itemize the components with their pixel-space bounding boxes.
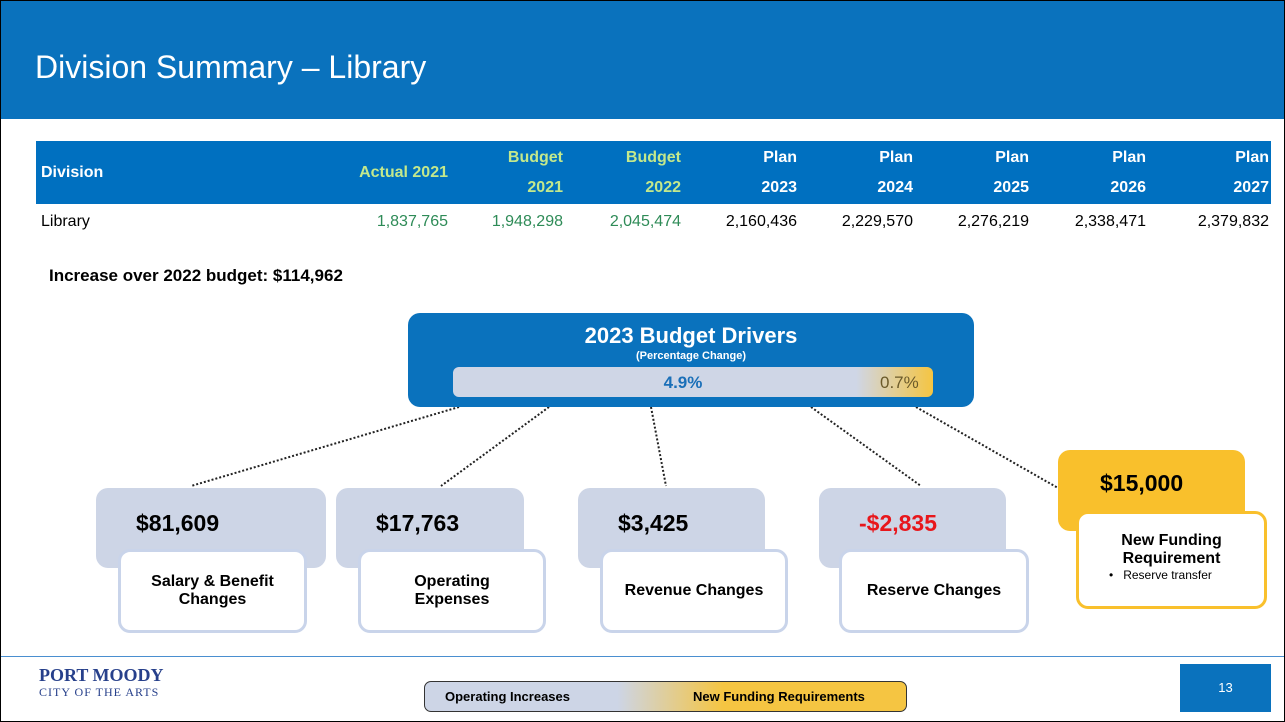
card-label: Salary & Benefit Changes	[151, 573, 274, 608]
card-amount: $17,763	[376, 510, 460, 536]
card-amount: $81,609	[136, 510, 220, 536]
card-label-box: Salary & Benefit Changes	[118, 549, 307, 633]
cell: 2,160,436	[725, 213, 797, 230]
cell: 2,276,219	[957, 213, 1029, 230]
drivers-box: 2023 Budget Drivers (Percentage Change) …	[408, 313, 974, 407]
page-number: 13	[1180, 664, 1271, 712]
column-header: Plan 2025	[993, 149, 1029, 196]
card-label: Reserve Changes	[866, 582, 1002, 599]
column-header: Actual 2021	[359, 164, 448, 181]
column-header: Plan 2027	[1233, 149, 1269, 196]
legend-item: New Funding Requirements	[693, 689, 865, 704]
card-amount: -$2,835	[859, 510, 938, 536]
cell: 2,229,570	[841, 213, 913, 230]
cell: 2,379,832	[1197, 213, 1269, 230]
card-label-box: New Funding Requirement • Reserve transfer	[1076, 511, 1267, 609]
card-label-box: Operating Expenses	[358, 549, 546, 633]
logo-tagline: CITY OF THE ARTS	[39, 685, 160, 699]
column-header: Plan 2026	[1110, 149, 1146, 196]
card-label-box: Reserve Changes	[839, 549, 1029, 633]
drivers-title: 2023 Budget Drivers	[584, 323, 798, 348]
cell: 2,045,474	[609, 213, 681, 230]
new-pct: 0.7%	[880, 373, 919, 392]
footer-line	[1, 656, 1284, 657]
cell: 2,338,471	[1074, 213, 1146, 230]
card-label: Revenue Changes	[624, 582, 764, 599]
header-bar	[1, 1, 1284, 119]
card-bullet: • Reserve transfer	[1109, 568, 1212, 582]
card-amount: $15,000	[1100, 470, 1184, 496]
cell: Library	[41, 213, 90, 230]
card-label: New Funding Requirement	[1121, 532, 1222, 567]
percent-bar: 4.9% 0.7%	[453, 367, 933, 397]
card-label-box: Revenue Changes	[600, 549, 788, 633]
legend-item: Operating Increases	[445, 689, 570, 704]
increase-text: Increase over 2022 budget: $114,962	[49, 266, 343, 285]
column-header: Budget 2021	[507, 149, 563, 196]
column-header: Budget 2022	[625, 149, 681, 196]
card-label: Operating Expenses	[414, 573, 490, 608]
column-header: Plan 2023	[761, 149, 797, 196]
card-amount: $3,425	[618, 510, 689, 536]
drivers-subtitle: (Percentage Change)	[635, 350, 747, 362]
column-header: Plan 2024	[877, 149, 913, 196]
logo-name: PORT MOODY	[39, 665, 164, 685]
table-header	[36, 141, 1271, 204]
column-header: Division	[41, 164, 104, 181]
title: Division Summary – Library	[35, 49, 427, 85]
cell: 1,948,298	[491, 213, 563, 230]
legend: Operating Increases New Funding Requirem…	[424, 681, 907, 712]
cell: 1,837,765	[376, 213, 448, 230]
operating-pct: 4.9%	[663, 373, 703, 392]
